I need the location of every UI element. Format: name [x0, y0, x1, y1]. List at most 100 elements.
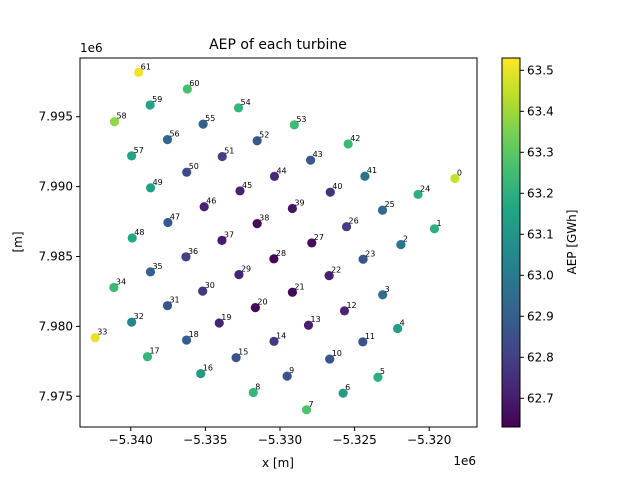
turbine-label-39: 39: [294, 199, 304, 208]
turbine-label-11: 11: [365, 332, 375, 341]
colorbar-tick-label: 63.5: [527, 63, 554, 77]
turbine-point-32: [127, 317, 137, 327]
turbine-label-55: 55: [205, 114, 215, 123]
turbine-point-30: [198, 286, 208, 296]
turbine-point-2: [396, 239, 406, 250]
turbine-label-21: 21: [294, 282, 304, 291]
turbine-point-44: [269, 171, 280, 181]
turbine-label-52: 52: [259, 131, 269, 140]
turbine-label-9: 9: [289, 366, 294, 375]
turbine-point-3: [378, 290, 388, 300]
y-tick-label: 7.995: [39, 110, 73, 124]
turbine-point-49: [145, 183, 156, 193]
turbine-point-46: [199, 202, 209, 212]
colorbar-tick-label: 62.7: [527, 391, 554, 405]
turbine-point-28: [269, 254, 279, 264]
turbine-point-26: [341, 222, 352, 232]
colorbar: [501, 57, 521, 428]
turbine-point-11: [358, 337, 368, 347]
turbine-point-15: [231, 353, 241, 363]
turbine-point-48: [127, 233, 137, 243]
turbine-point-37: [217, 235, 227, 246]
turbine-point-0: [450, 173, 460, 184]
turbine-label-41: 41: [367, 166, 377, 175]
turbine-point-61: [134, 67, 144, 77]
turbine-point-12: [339, 306, 350, 316]
turbine-point-5: [373, 372, 383, 382]
colorbar-tick-label: 63.3: [527, 145, 554, 159]
turbine-label-18: 18: [189, 330, 199, 339]
turbine-point-36: [181, 252, 191, 262]
turbine-label-31: 31: [169, 296, 179, 305]
turbine-point-20: [250, 303, 260, 313]
x-tick-label: −5.320: [407, 433, 451, 447]
turbine-point-41: [360, 171, 370, 181]
x-axis-offset-label: 1e6: [453, 454, 476, 468]
turbine-point-25: [377, 205, 388, 215]
turbine-point-35: [145, 267, 156, 277]
y-tick-label: 7.985: [39, 249, 73, 263]
turbine-label-43: 43: [313, 150, 323, 159]
x-axis-ticks: −5.340 −5.335 −5.330 −5.325 −5.320: [109, 427, 451, 447]
turbine-label-48: 48: [134, 228, 144, 237]
turbine-label-24: 24: [420, 184, 430, 193]
turbine-label-46: 46: [206, 197, 216, 206]
turbine-label-58: 58: [116, 112, 126, 121]
turbine-label-57: 57: [134, 146, 144, 155]
turbine-point-34: [109, 282, 119, 293]
turbine-label-14: 14: [276, 331, 286, 340]
y-axis-ticks: 7.975 7.980 7.985 7.990 7.995: [39, 110, 80, 403]
y-axis-offset-label: 1e6: [80, 41, 103, 55]
turbine-point-45: [235, 186, 245, 196]
turbine-label-20: 20: [257, 298, 267, 307]
turbine-point-29: [234, 270, 244, 280]
turbine-label-12: 12: [346, 301, 356, 310]
turbine-point-51: [217, 151, 227, 162]
turbine-label-30: 30: [205, 281, 215, 290]
y-tick-label: 7.975: [39, 389, 73, 403]
turbine-label-17: 17: [149, 347, 159, 356]
turbine-point-23: [358, 254, 368, 264]
turbine-label-19: 19: [221, 313, 231, 322]
turbine-label-36: 36: [188, 247, 198, 256]
turbine-point-40: [325, 187, 335, 197]
turbine-label-45: 45: [242, 181, 252, 190]
colorbar-tick-label: 63.0: [527, 268, 554, 282]
turbine-label-50: 50: [189, 162, 199, 171]
turbine-point-1: [429, 224, 440, 234]
turbine-point-4: [393, 323, 403, 334]
turbine-label-23: 23: [365, 249, 375, 258]
turbine-label-34: 34: [116, 278, 126, 287]
turbine-label-47: 47: [170, 213, 180, 222]
turbine-point-13: [303, 320, 314, 330]
turbine-label-40: 40: [332, 182, 342, 191]
turbine-point-31: [162, 301, 173, 311]
turbine-label-1: 1: [436, 219, 441, 228]
turbine-point-42: [343, 139, 353, 149]
turbine-point-8: [248, 387, 258, 398]
colorbar-tick-label: 62.8: [527, 350, 554, 364]
y-axis-label: [m]: [11, 231, 25, 252]
turbine-point-18: [181, 335, 192, 345]
x-tick-label: −5.335: [183, 433, 227, 447]
turbine-label-26: 26: [349, 217, 359, 226]
x-axis-label: x [m]: [262, 456, 294, 470]
turbine-label-5: 5: [380, 367, 385, 376]
turbine-point-60: [182, 84, 192, 94]
colorbar-label: AEP [GWh]: [565, 210, 579, 275]
axes-frame: [79, 57, 478, 428]
turbine-point-43: [305, 155, 316, 165]
turbine-point-59: [145, 100, 155, 110]
colorbar-tick-label: 63.2: [527, 186, 554, 200]
turbine-label-3: 3: [385, 285, 390, 294]
turbine-point-19: [214, 318, 224, 328]
turbine-point-10: [325, 354, 335, 364]
turbine-point-58: [109, 116, 120, 127]
turbine-point-38: [252, 219, 262, 229]
turbine-point-17: [142, 352, 153, 362]
turbine-point-16: [196, 369, 206, 379]
colorbar-tick-label: 62.9: [527, 309, 554, 323]
turbine-label-15: 15: [238, 348, 248, 357]
turbine-label-32: 32: [134, 312, 144, 321]
